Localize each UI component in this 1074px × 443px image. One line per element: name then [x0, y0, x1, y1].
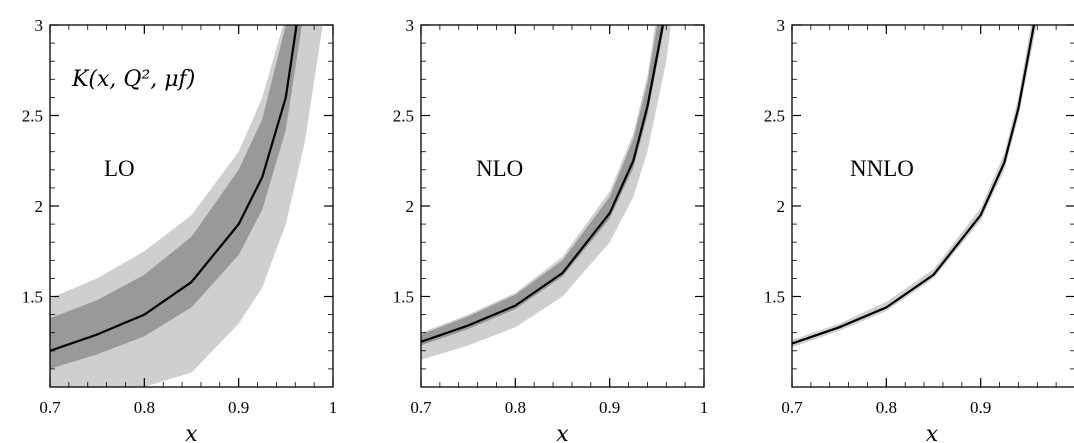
y-tick-label: 1.5: [393, 288, 414, 307]
order-label-nlo: NLO: [476, 156, 523, 181]
x-axis-title: x: [926, 422, 939, 443]
y-tick-label: 2.5: [22, 107, 43, 126]
x-tick-label: 0.8: [505, 398, 526, 417]
y-tick-label: 1.5: [22, 288, 43, 307]
y-tick-label: 1.5: [764, 288, 785, 307]
x-tick-label: 0.9: [970, 398, 991, 417]
order-label-nnlo: NNLO: [850, 156, 914, 181]
x-tick-label: 0.7: [410, 398, 432, 417]
central-curve: [421, 25, 664, 343]
function-label: K(x, Q², μf): [71, 67, 195, 92]
x-tick-label: 0.9: [599, 398, 620, 417]
central-curve: [792, 25, 1036, 345]
y-tick-label: 2: [406, 197, 415, 216]
x-tick-label: 0.7: [39, 398, 61, 417]
y-tick-label: 2: [777, 197, 786, 216]
x-tick-label: 1: [700, 398, 709, 417]
plot-area: [421, 25, 671, 360]
panel-nnlo: 1.5 2 2.5 3 0.7 0.8 0.9 x NNLO: [764, 16, 1074, 443]
x-tick-label: 0.7: [781, 398, 803, 417]
x-tick-label: 1: [329, 398, 338, 417]
y-tick-label: 3: [777, 16, 786, 35]
y-tick-label: 3: [35, 16, 44, 35]
x-tick-label: 0.8: [876, 398, 897, 417]
x-tick-label: 0.9: [228, 398, 249, 417]
inner-band: [50, 25, 302, 369]
panel-nlo: 1.5 2 2.5 3 0.7 0.8 0.9 1 x NLO: [393, 16, 709, 443]
order-label-lo: LO: [104, 156, 135, 181]
outer-band: [421, 25, 671, 360]
y-tick-label: 3: [406, 16, 415, 35]
central-curve: [50, 25, 298, 352]
inner-band: [421, 25, 665, 346]
plot-frame: [791, 24, 1074, 388]
outer-band: [792, 25, 1037, 348]
y-tick-label: 2: [35, 197, 44, 216]
x-axis-title: x: [185, 422, 198, 443]
plot-area: [792, 25, 1037, 348]
y-tick-label: 2.5: [393, 107, 414, 126]
plot-area: [50, 25, 323, 387]
x-tick-label: 0.8: [134, 398, 155, 417]
x-axis-title: x: [556, 422, 569, 443]
y-tick-label: 2.5: [764, 107, 785, 126]
panel-lo: 1.5 2 2.5 3 0.7 0.8 0.9 1 x LO: [22, 16, 338, 443]
